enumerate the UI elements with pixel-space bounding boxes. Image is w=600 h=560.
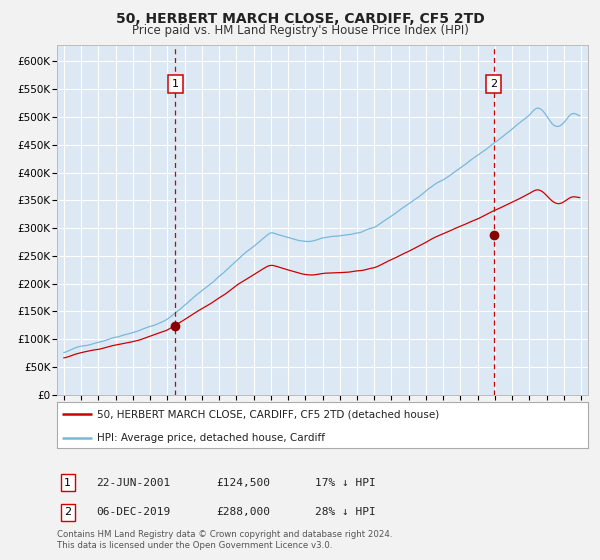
Text: £124,500: £124,500 [216,478,270,488]
Text: 1: 1 [64,478,71,488]
Text: Price paid vs. HM Land Registry's House Price Index (HPI): Price paid vs. HM Land Registry's House … [131,24,469,37]
Text: 50, HERBERT MARCH CLOSE, CARDIFF, CF5 2TD: 50, HERBERT MARCH CLOSE, CARDIFF, CF5 2T… [116,12,484,26]
Text: This data is licensed under the Open Government Licence v3.0.: This data is licensed under the Open Gov… [57,541,332,550]
Text: 2: 2 [64,507,71,517]
Text: £288,000: £288,000 [216,507,270,517]
Text: 06-DEC-2019: 06-DEC-2019 [96,507,170,517]
Text: 1: 1 [172,79,179,88]
Text: 2: 2 [490,79,497,88]
Text: 50, HERBERT MARCH CLOSE, CARDIFF, CF5 2TD (detached house): 50, HERBERT MARCH CLOSE, CARDIFF, CF5 2T… [97,409,439,419]
Text: HPI: Average price, detached house, Cardiff: HPI: Average price, detached house, Card… [97,433,325,443]
Text: 22-JUN-2001: 22-JUN-2001 [96,478,170,488]
Text: 17% ↓ HPI: 17% ↓ HPI [315,478,376,488]
Text: Contains HM Land Registry data © Crown copyright and database right 2024.: Contains HM Land Registry data © Crown c… [57,530,392,539]
Text: 28% ↓ HPI: 28% ↓ HPI [315,507,376,517]
